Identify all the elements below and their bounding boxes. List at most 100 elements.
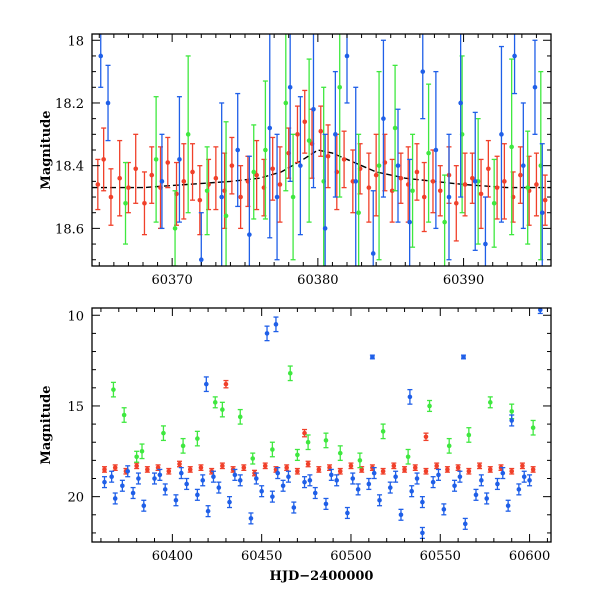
data-point-blue: [355, 483, 361, 496]
data-point-blue: [527, 474, 533, 487]
data-point-green: [459, 55, 465, 214]
marker-blue: [539, 210, 545, 216]
marker-red: [142, 200, 147, 206]
marker-blue: [407, 394, 413, 400]
marker-blue: [162, 487, 168, 492]
marker-red: [462, 182, 468, 187]
marker-blue: [355, 487, 361, 492]
marker-blue: [462, 521, 468, 527]
marker-green: [121, 412, 127, 418]
data-point-red: [181, 143, 187, 220]
data-point-blue: [500, 466, 506, 480]
marker-green: [251, 169, 257, 175]
marker-blue: [227, 499, 232, 505]
marker-green: [356, 210, 361, 216]
marker-green: [139, 449, 145, 454]
marker-blue: [461, 354, 466, 360]
x-tick-label: 60450: [241, 549, 282, 564]
data-point-blue: [130, 486, 136, 500]
data-point-blue: [119, 479, 125, 492]
marker-blue: [254, 476, 259, 481]
top-plot-area: [92, 34, 551, 266]
data-point-red: [430, 149, 436, 214]
marker-green: [180, 443, 186, 449]
data-point-red: [108, 168, 114, 226]
marker-blue: [473, 492, 479, 498]
data-point-red: [166, 467, 172, 475]
marker-red: [423, 468, 429, 474]
data-point-blue: [520, 102, 526, 230]
data-point-blue: [516, 483, 522, 496]
x-tick-label: 60600: [509, 549, 550, 564]
data-point-blue: [259, 485, 265, 498]
y-tick-label: 18.2: [55, 97, 84, 112]
marker-red: [391, 463, 397, 469]
data-point-red: [366, 152, 372, 223]
data-point-red: [95, 158, 101, 211]
marker-red: [494, 185, 500, 190]
data-point-blue: [350, 472, 356, 485]
data-point-green: [305, 434, 311, 451]
data-point-blue: [307, 474, 313, 487]
x-tick-label: 60400: [152, 549, 193, 564]
marker-blue: [371, 470, 377, 476]
marker-blue: [298, 163, 303, 168]
data-point-red: [501, 143, 507, 220]
y-tick-label: 18.6: [55, 222, 84, 237]
data-point-red: [294, 467, 300, 475]
marker-green: [263, 147, 268, 153]
data-point-blue: [237, 474, 243, 487]
data-point-red: [348, 462, 354, 470]
marker-blue: [414, 476, 420, 481]
marker-blue: [521, 474, 527, 479]
marker-green: [270, 447, 275, 452]
marker-blue: [512, 53, 517, 59]
marker-red: [487, 467, 493, 472]
data-point-green: [410, 133, 416, 248]
data-point-blue: [344, 34, 350, 104]
data-point-red: [254, 139, 260, 211]
data-point-blue: [473, 488, 479, 501]
marker-blue: [200, 478, 206, 483]
data-point-blue: [235, 92, 241, 208]
data-point-red: [434, 462, 440, 470]
data-point-blue: [248, 512, 254, 525]
data-point-red: [238, 165, 244, 230]
marker-red: [165, 160, 171, 165]
data-point-blue: [310, 34, 316, 189]
marker-blue: [409, 488, 414, 494]
marker-red: [134, 463, 139, 469]
data-point-red: [542, 174, 548, 226]
marker-red: [95, 182, 101, 187]
data-point-green: [185, 55, 191, 214]
marker-blue: [125, 468, 131, 474]
bottom-series-green: [110, 365, 536, 469]
data-point-red: [316, 466, 322, 473]
marker-blue: [370, 251, 376, 256]
marker-blue: [500, 470, 506, 476]
data-point-blue: [435, 468, 441, 481]
data-point-green: [223, 121, 229, 266]
marker-blue: [312, 490, 318, 496]
data-point-red: [494, 155, 500, 220]
data-point-red: [444, 466, 450, 473]
marker-green: [426, 150, 431, 156]
data-point-red: [190, 143, 196, 201]
y-tick-label: 20: [67, 491, 84, 506]
marker-blue: [291, 505, 297, 510]
marker-red: [341, 157, 347, 162]
marker-red: [437, 188, 443, 194]
data-point-green: [134, 450, 140, 463]
marker-blue: [273, 322, 279, 327]
top-series-green: [123, 34, 544, 266]
data-point-green: [323, 432, 329, 449]
marker-red: [453, 200, 459, 206]
data-point-red: [241, 464, 247, 471]
marker-green: [509, 409, 515, 414]
data-point-green: [442, 174, 448, 266]
data-point-red: [380, 467, 386, 475]
data-point-green: [356, 133, 362, 266]
marker-blue: [532, 84, 538, 90]
data-point-red: [213, 146, 219, 211]
data-point-blue: [407, 158, 413, 266]
